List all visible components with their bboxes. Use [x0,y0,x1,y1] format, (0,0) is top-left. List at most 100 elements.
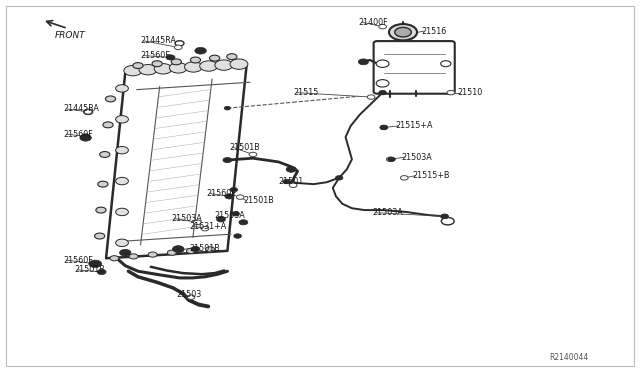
Circle shape [106,96,116,102]
Circle shape [249,152,257,157]
Text: 21503A: 21503A [172,214,203,223]
Circle shape [96,207,106,213]
Text: 21515+A: 21515+A [396,122,433,131]
Circle shape [172,59,181,65]
Circle shape [193,220,201,225]
Text: 21515: 21515 [293,88,319,97]
Circle shape [187,295,195,299]
Text: 21445RA: 21445RA [140,36,176,45]
Text: 21631+A: 21631+A [189,221,227,231]
Circle shape [234,234,241,238]
Circle shape [116,239,129,247]
Circle shape [380,125,388,130]
Circle shape [154,64,172,74]
Circle shape [401,176,408,180]
Circle shape [175,41,184,46]
Circle shape [227,54,237,60]
Circle shape [116,208,129,216]
Text: 21560E: 21560E [206,189,237,198]
Circle shape [283,179,291,184]
Circle shape [152,61,163,67]
Text: 21515+B: 21515+B [413,171,450,180]
Circle shape [225,194,234,199]
Circle shape [190,57,200,63]
Circle shape [205,247,214,252]
Circle shape [116,177,129,185]
Circle shape [217,217,225,221]
Circle shape [91,261,100,266]
Circle shape [116,116,129,123]
Circle shape [379,25,387,29]
Circle shape [358,59,369,65]
Circle shape [201,227,209,231]
Circle shape [209,55,220,61]
Circle shape [289,183,297,187]
Circle shape [184,62,202,72]
Circle shape [186,248,195,253]
Text: 21503A: 21503A [214,211,245,220]
Circle shape [170,62,188,73]
Text: 21503A: 21503A [402,153,433,161]
Circle shape [98,181,108,187]
Circle shape [84,109,93,115]
Text: 21501B: 21501B [229,142,260,151]
Circle shape [442,218,454,225]
Text: 21560E: 21560E [140,51,170,60]
Circle shape [175,247,184,252]
Circle shape [335,176,343,180]
Text: FRONT: FRONT [55,31,86,41]
Circle shape [216,217,225,222]
Circle shape [376,80,389,87]
Circle shape [236,195,244,199]
Circle shape [441,214,449,219]
Circle shape [81,134,90,139]
Circle shape [195,47,206,54]
Circle shape [379,90,387,95]
Circle shape [447,90,455,95]
Text: R2140044: R2140044 [549,353,588,362]
Circle shape [224,106,230,110]
Circle shape [380,125,388,130]
Circle shape [97,269,106,275]
Circle shape [166,55,175,60]
Circle shape [139,64,157,75]
Circle shape [103,122,113,128]
Text: 21501B: 21501B [243,196,274,205]
Circle shape [116,85,129,92]
Circle shape [133,62,143,68]
Text: 21501B: 21501B [189,244,220,253]
Circle shape [120,249,131,256]
Circle shape [367,95,375,99]
Circle shape [395,28,412,37]
Text: 21516: 21516 [421,26,446,36]
Text: 21510: 21510 [458,88,483,97]
Circle shape [89,260,102,267]
Circle shape [388,157,396,161]
Circle shape [230,59,248,69]
Text: 21503A: 21503A [372,208,403,217]
Circle shape [124,65,141,76]
Circle shape [100,151,110,157]
Circle shape [173,246,184,252]
Circle shape [441,61,451,67]
Circle shape [230,187,237,192]
Circle shape [441,214,449,219]
Text: 21503: 21503 [176,290,202,299]
Circle shape [174,45,182,49]
Circle shape [239,220,248,225]
Circle shape [215,60,233,70]
Circle shape [148,252,157,257]
Text: 21501B: 21501B [74,265,105,274]
Circle shape [95,233,105,239]
Text: 21501: 21501 [278,177,304,186]
Circle shape [116,147,129,154]
Circle shape [232,212,239,216]
Circle shape [409,31,417,36]
Circle shape [129,254,138,259]
Circle shape [80,135,92,141]
Text: 21560F: 21560F [63,129,93,139]
Circle shape [168,250,176,255]
Circle shape [286,166,296,172]
Text: 21400F: 21400F [358,18,388,27]
Circle shape [200,61,218,71]
